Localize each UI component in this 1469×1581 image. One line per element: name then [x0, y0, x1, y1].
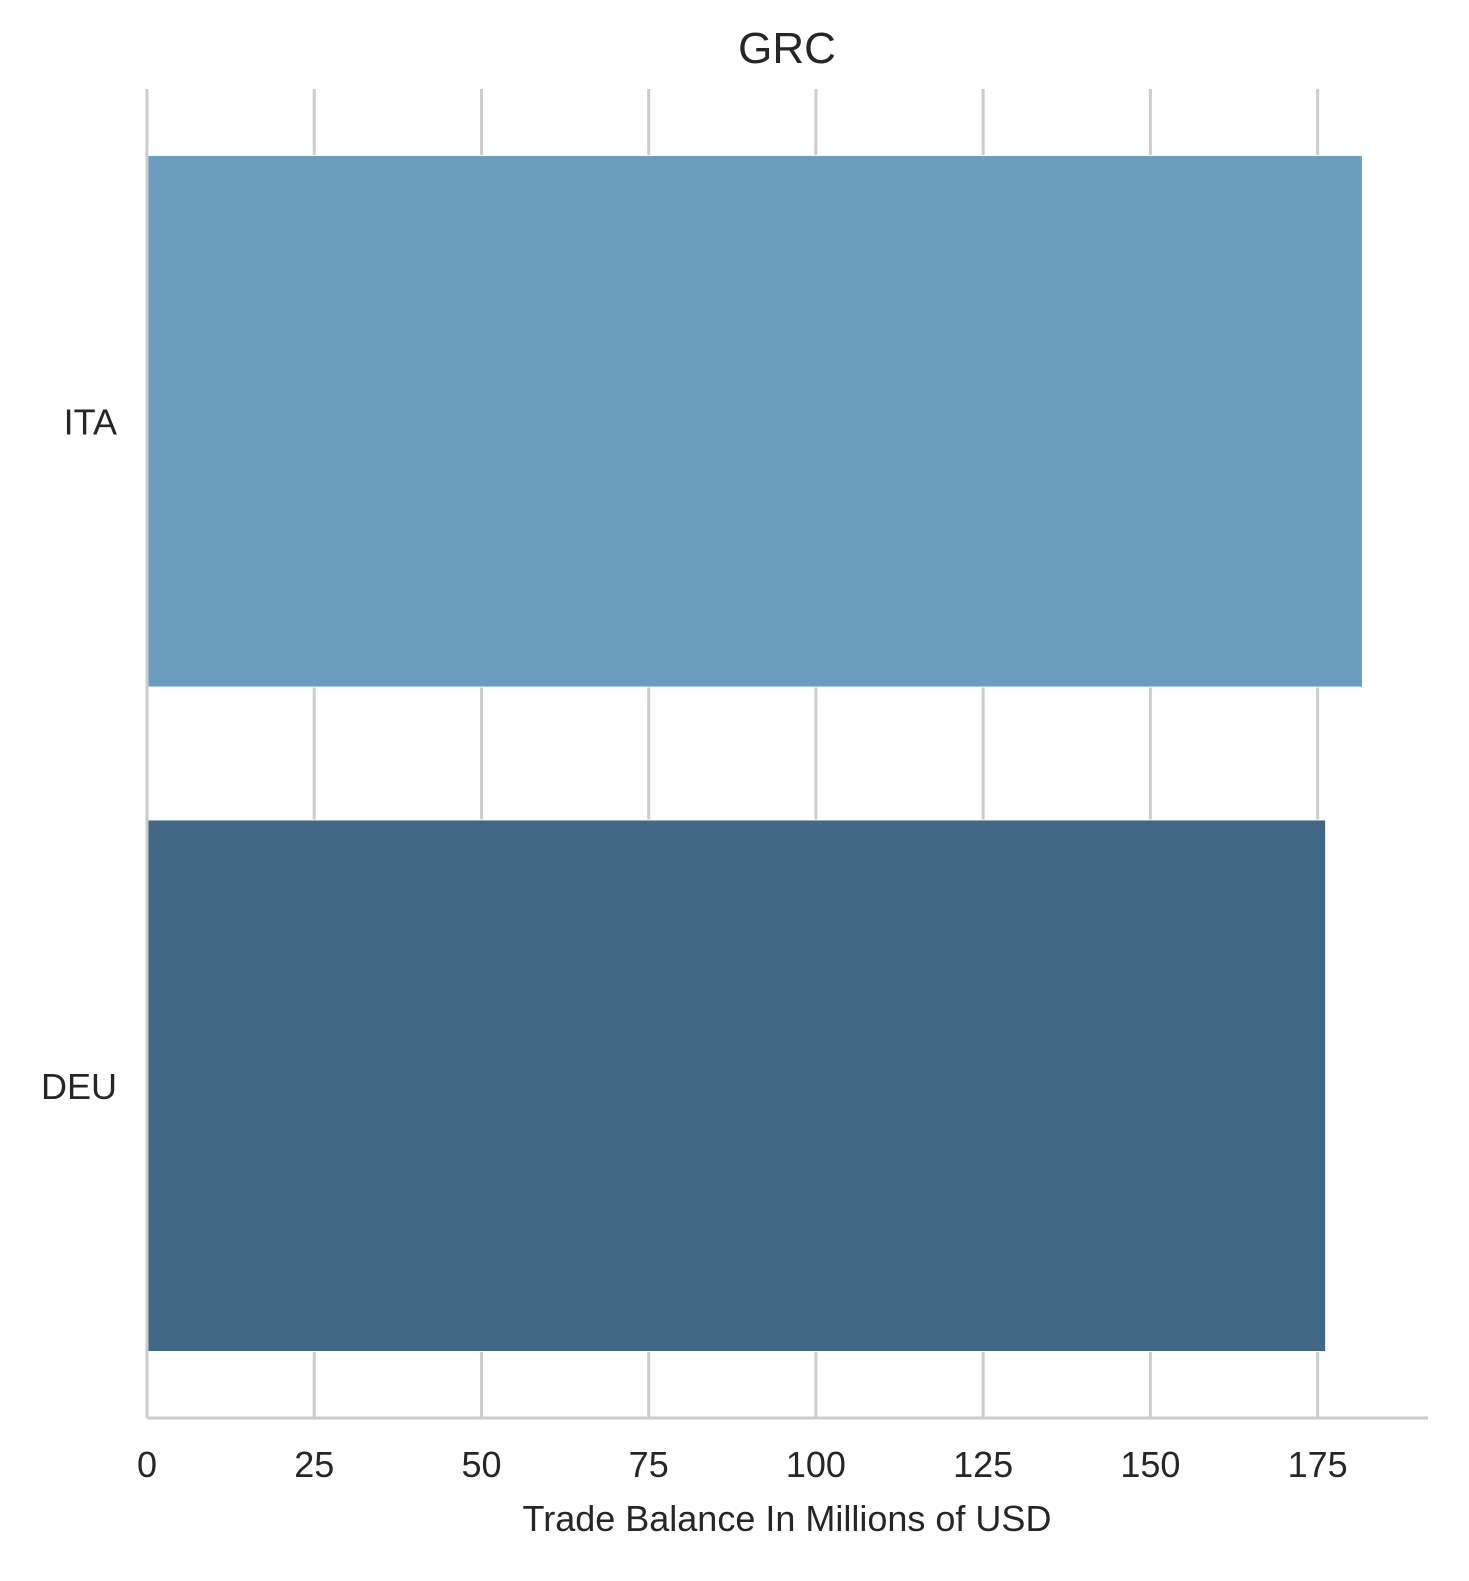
bars: [146, 154, 1363, 1353]
x-tick-label-6: 150: [1120, 1444, 1180, 1485]
y-tick-label-deu: DEU: [41, 1066, 117, 1107]
chart-title: GRC: [738, 24, 836, 73]
x-tick-labels: 0 25 50 75 100 125 150 175: [137, 1444, 1348, 1485]
bar-deu: [146, 819, 1327, 1353]
axis-spines: [145, 89, 1428, 1420]
x-tick-label-0: 0: [137, 1444, 157, 1485]
bar-ita: [146, 154, 1363, 688]
x-tick-label-1: 25: [294, 1444, 334, 1485]
y-tick-labels: ITA DEU: [41, 401, 117, 1107]
x-axis-label: Trade Balance In Millions of USD: [523, 1498, 1052, 1539]
x-tick-label-7: 175: [1288, 1444, 1348, 1485]
x-tick-label-5: 125: [953, 1444, 1013, 1485]
x-tick-label-3: 75: [629, 1444, 669, 1485]
y-tick-label-ita: ITA: [64, 401, 117, 442]
x-tick-label-4: 100: [786, 1444, 846, 1485]
x-tick-label-2: 50: [461, 1444, 501, 1485]
